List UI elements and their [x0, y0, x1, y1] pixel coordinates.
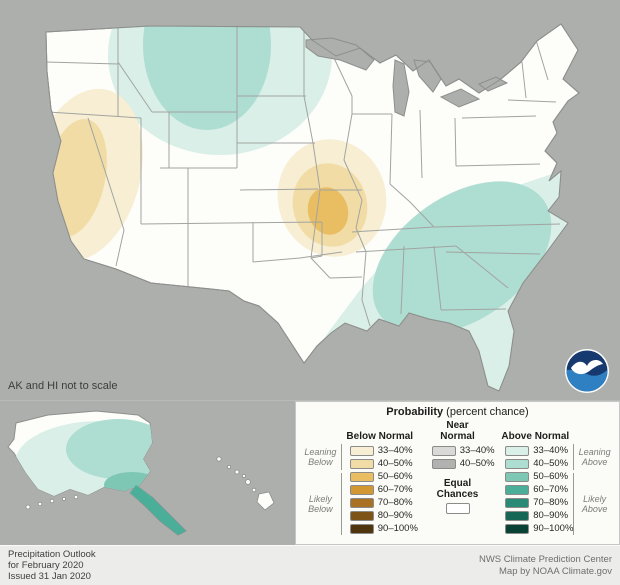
leaning-below-label: Leaning Below	[300, 444, 342, 470]
state-borders	[46, 27, 561, 327]
scale-note: AK and HI not to scale	[8, 380, 118, 392]
noaa-logo	[565, 349, 609, 393]
legend-row: 40–50%	[418, 457, 498, 470]
color-swatch	[349, 471, 374, 482]
ak-region-above-60-70	[130, 485, 186, 535]
near-normal-header: Near Normal	[440, 420, 475, 442]
conus-map-svg	[45, 23, 580, 392]
color-swatch	[431, 458, 456, 469]
likely-above-label: Likely Above	[573, 473, 615, 535]
legend-row: 90–100%	[497, 522, 573, 535]
color-swatch	[349, 445, 374, 456]
bottom-strip: Probability (percent chance) Leaning Bel…	[0, 400, 620, 545]
outlook-caption: Precipitation Outlook for February 2020 …	[8, 549, 96, 582]
outlook-title: Precipitation Outlook	[8, 549, 96, 560]
legend-row: 60–70%	[342, 483, 418, 496]
noaa-logo-sea	[566, 369, 608, 392]
credit-map: Map by NOAA Climate.gov	[499, 565, 612, 577]
outlook-period: for February 2020	[8, 560, 84, 571]
color-swatch	[349, 484, 374, 495]
color-swatch	[505, 445, 530, 456]
noaa-logo-gull-icon	[571, 360, 603, 375]
color-swatch	[505, 510, 530, 521]
region-above-north-40-50	[143, 24, 271, 130]
legend-title-rest: (percent chance)	[443, 406, 529, 418]
aleutian-islands	[25, 494, 79, 510]
legend-row: 33–40%	[418, 444, 498, 457]
hawaii-islands	[216, 456, 275, 511]
color-swatch	[349, 510, 374, 521]
legend-panel: Probability (percent chance) Leaning Bel…	[295, 401, 620, 545]
alaska-inset-svg	[0, 401, 295, 545]
legend-title-bold: Probability	[386, 406, 444, 418]
above-side-labels: Leaning Above Likely Above	[573, 420, 615, 535]
color-swatch	[505, 471, 530, 482]
above-normal-header: Above Normal	[501, 431, 570, 442]
legend-row: 70–80%	[342, 496, 418, 509]
near-normal-column: Near Normal 33–40% 40–50% Equal Chances	[418, 420, 498, 535]
color-swatch	[349, 523, 374, 534]
legend-row: 80–90%	[497, 509, 573, 522]
below-normal-column: Below Normal 33–40% 40–50% 50–60% 60–70%…	[342, 420, 418, 535]
region-above-southeast-40-50	[372, 181, 552, 335]
leaning-above-label: Leaning Above	[573, 444, 615, 470]
color-swatch	[505, 484, 530, 495]
legend-row: 60–70%	[497, 483, 573, 496]
conus-map: AK and HI not to scale	[8, 23, 609, 393]
color-swatch	[349, 497, 374, 508]
credits: NWS Climate Prediction Center Map by NOA…	[479, 554, 612, 578]
equal-chances-label: Equal Chances	[418, 478, 498, 514]
above-normal-column: Above Normal 33–40% 40–50% 50–60% 60–70%…	[497, 420, 573, 535]
likely-below-label: Likely Below	[300, 473, 342, 535]
outlook-issued: Issued 31 Jan 2020	[8, 571, 91, 582]
region-below-plains-50-60	[307, 187, 349, 235]
color-swatch	[505, 523, 530, 534]
legend-row: 33–40%	[342, 444, 418, 457]
legend-row: 90–100%	[342, 522, 418, 535]
legend-row: 80–90%	[342, 509, 418, 522]
legend-row: 33–40%	[497, 444, 573, 457]
color-swatch	[505, 458, 530, 469]
legend-row: 70–80%	[497, 496, 573, 509]
footer: Precipitation Outlook for February 2020 …	[0, 545, 620, 585]
legend-row: 40–50%	[497, 457, 573, 470]
great-lakes	[305, 37, 509, 117]
legend-title: Probability (percent chance)	[300, 406, 615, 418]
alaska-hawaii-inset	[0, 401, 295, 545]
legend-row: 50–60%	[342, 470, 418, 483]
below-side-labels: Leaning Below Likely Below	[300, 420, 342, 535]
color-swatch	[349, 458, 374, 469]
equal-chances-swatch	[445, 503, 470, 514]
color-swatch	[431, 445, 456, 456]
credit-center: NWS Climate Prediction Center	[478, 553, 612, 565]
legend-row: 50–60%	[497, 470, 573, 483]
legend-row: 40–50%	[342, 457, 418, 470]
legend-body: Leaning Below Likely Below Below Normal …	[300, 420, 615, 535]
ak-region-above-40-50	[66, 419, 170, 479]
us-outline-stroke	[45, 23, 580, 392]
below-normal-header: Below Normal	[346, 431, 414, 442]
color-swatch	[505, 497, 530, 508]
